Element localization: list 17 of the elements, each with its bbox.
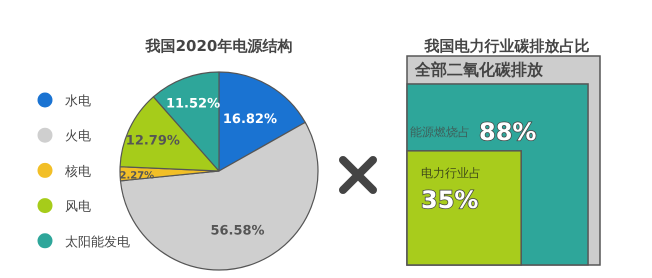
data-label: 56.58%: [210, 224, 265, 239]
legend-label: 核电: [64, 164, 91, 180]
legend-label: 水电: [65, 94, 91, 109]
data-label: 12.79%: [126, 133, 180, 148]
legend-label: 风电: [65, 200, 91, 215]
category-label: 电力行业占: [421, 166, 481, 180]
category-label: 全部二氧化碳排放: [414, 60, 544, 79]
data-label: 16.82%: [222, 112, 278, 127]
data-label: 2.27%: [120, 170, 154, 182]
data-label: 88%: [479, 118, 536, 146]
data-label: 11.52%: [166, 96, 220, 112]
category-label: 能源燃烧占: [410, 124, 470, 139]
chart-title: 我国2020年电源结构: [144, 37, 292, 55]
legend-label: 太阳能发电: [65, 234, 130, 250]
data-label: 35%: [421, 186, 478, 214]
legend-label: 火电: [65, 129, 91, 144]
text: 我国电力行业碳排放占比: [424, 37, 590, 55]
